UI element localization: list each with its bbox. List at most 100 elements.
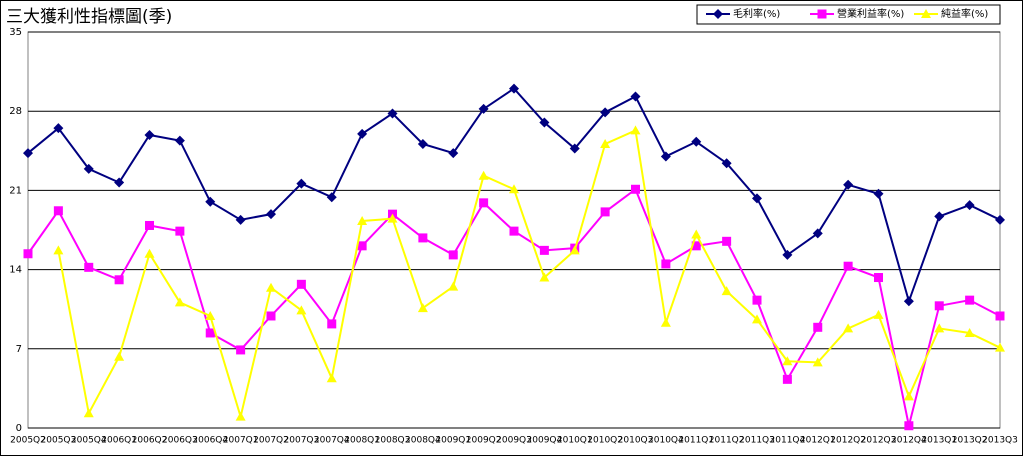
point <box>205 310 216 320</box>
x-tick-label: 2012Q3 <box>861 436 897 446</box>
point <box>903 296 914 307</box>
point <box>752 295 762 305</box>
x-tick-label: 2008Q4 <box>405 436 441 446</box>
point <box>174 297 185 307</box>
point <box>327 319 337 329</box>
x-tick-label: 2013Q2 <box>952 436 988 446</box>
point <box>995 311 1005 321</box>
point <box>843 179 854 190</box>
point <box>417 139 428 150</box>
point <box>296 305 307 315</box>
point <box>53 123 64 134</box>
point <box>995 214 1005 225</box>
point <box>843 261 853 271</box>
point <box>53 206 63 216</box>
point <box>630 91 641 102</box>
y-tick-label: 28 <box>9 106 22 117</box>
x-tick-label: 2011Q3 <box>739 436 775 446</box>
point <box>782 249 793 260</box>
point <box>357 215 368 225</box>
point <box>843 323 854 333</box>
point <box>114 275 124 285</box>
point <box>921 9 931 18</box>
x-tick-label: 2013Q3 <box>982 436 1018 446</box>
point <box>691 241 701 251</box>
point <box>782 374 792 384</box>
point <box>539 117 550 128</box>
point <box>873 188 884 199</box>
point <box>660 317 671 327</box>
chart-title: 三大獲利性指標圖(季) <box>6 7 172 27</box>
point <box>934 323 945 333</box>
point <box>873 309 884 319</box>
point <box>114 177 125 188</box>
point <box>235 411 246 421</box>
x-tick-label: 2010Q3 <box>618 436 654 446</box>
x-tick-label: 2009Q3 <box>496 436 532 446</box>
point <box>326 192 337 203</box>
point <box>569 143 580 154</box>
point <box>509 184 519 194</box>
point <box>296 178 307 189</box>
point <box>479 198 489 208</box>
point <box>53 245 64 255</box>
y-tick-label: 0 <box>16 423 22 434</box>
point <box>934 211 945 222</box>
point <box>205 328 215 338</box>
legend-label: 營業利益率(%) <box>837 7 904 20</box>
point <box>721 158 732 169</box>
point <box>812 357 823 367</box>
point <box>812 228 823 239</box>
point <box>357 128 368 139</box>
point <box>660 151 671 162</box>
point <box>752 314 762 324</box>
point <box>83 163 94 174</box>
y-tick-label: 14 <box>9 265 22 276</box>
x-tick-label: 2012Q1 <box>800 436 836 446</box>
point <box>114 351 125 361</box>
series-line <box>57 128 1001 421</box>
x-tick-label: 2006Q3 <box>162 436 198 446</box>
point <box>782 356 793 366</box>
x-tick-label: 2011Q1 <box>678 436 714 446</box>
point <box>266 311 276 321</box>
legend-label: 純益率(%) <box>941 7 988 20</box>
point <box>266 209 276 220</box>
point <box>630 125 641 135</box>
point <box>539 245 549 255</box>
point <box>478 170 489 180</box>
point <box>144 248 155 258</box>
point <box>326 373 337 383</box>
point <box>509 226 519 236</box>
point <box>357 241 367 251</box>
point <box>600 139 611 149</box>
point <box>539 272 550 282</box>
point <box>83 408 94 418</box>
x-tick-label: 2012Q4 <box>891 436 927 446</box>
point <box>904 421 914 431</box>
x-tick-label: 2007Q4 <box>314 436 350 446</box>
point <box>84 262 94 272</box>
x-tick-label: 2005Q4 <box>71 436 107 446</box>
y-tick-label: 35 <box>9 27 22 38</box>
x-tick-label: 2005Q3 <box>41 436 77 446</box>
x-tick-label: 2007Q2 <box>253 436 289 446</box>
point <box>817 9 827 19</box>
point <box>631 184 640 194</box>
legend-label: 毛利率(%) <box>733 7 780 20</box>
point <box>509 83 519 94</box>
point <box>965 295 975 305</box>
x-tick-label: 2009Q4 <box>527 436 563 446</box>
point <box>418 233 428 243</box>
point <box>205 196 216 207</box>
x-tick-label: 2006Q4 <box>192 436 228 446</box>
x-tick-label: 2006Q1 <box>101 436 137 446</box>
point <box>387 108 398 119</box>
point <box>964 327 975 337</box>
point <box>600 107 611 118</box>
point <box>387 213 398 223</box>
point <box>691 136 702 147</box>
x-tick-label: 2010Q1 <box>557 436 593 446</box>
x-tick-label: 2009Q1 <box>435 436 471 446</box>
point <box>569 245 580 255</box>
